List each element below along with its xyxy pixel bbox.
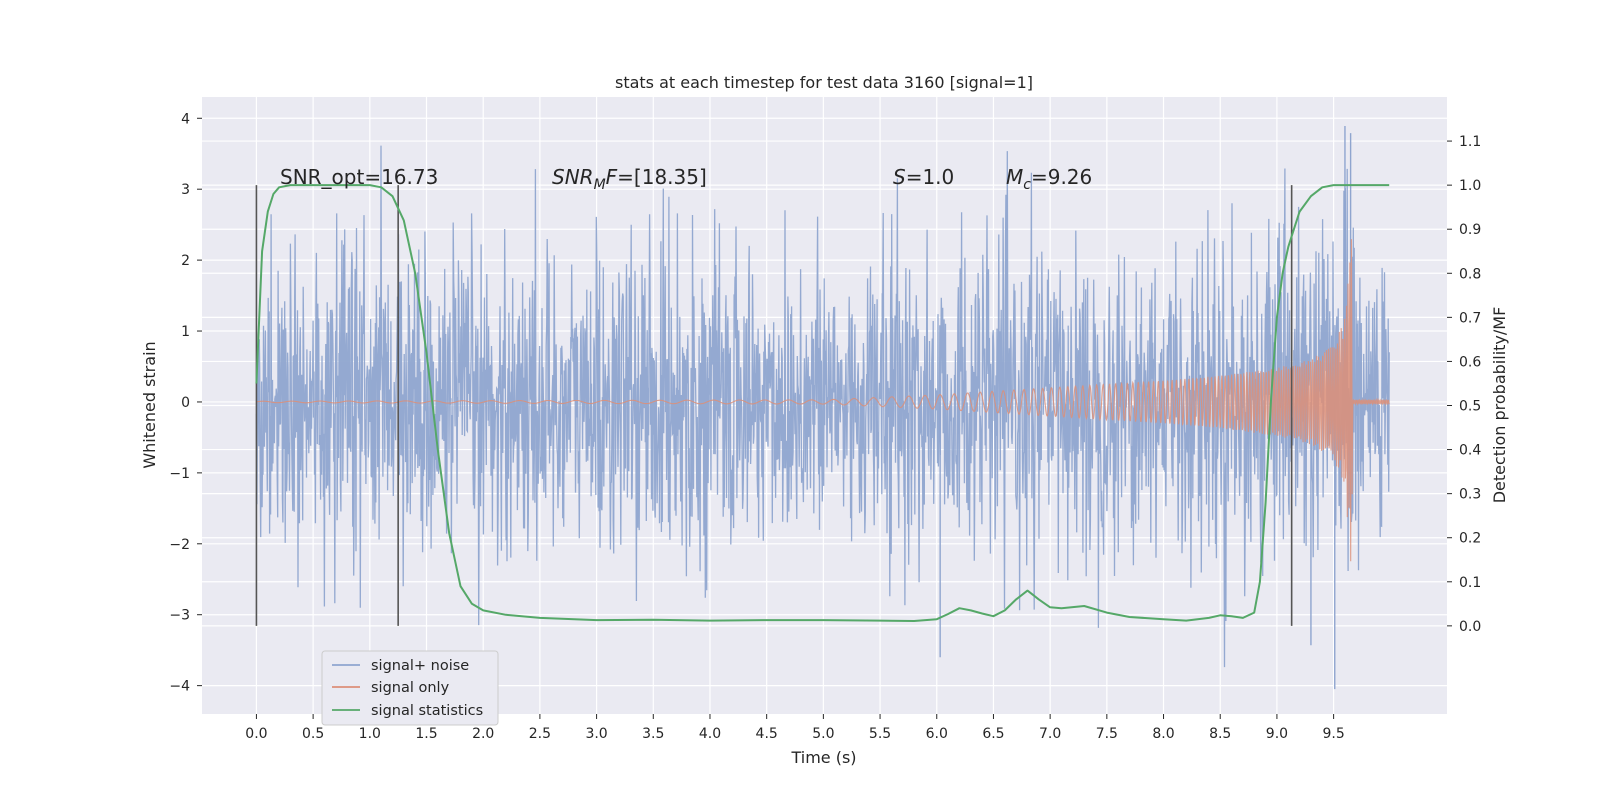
- y2-tick-label-1: 1.0: [1459, 178, 1481, 194]
- annotation-snr-mf-sub: M: [594, 177, 606, 193]
- y2-tick-label-8: 0.3: [1459, 487, 1481, 503]
- x-tick-label-12: 6.0: [926, 726, 948, 742]
- x-tick-label-5: 2.5: [529, 726, 551, 742]
- signal-only-line: [256, 239, 1390, 562]
- x-axis-label: Time (s): [790, 748, 856, 767]
- y-tick-label-8: −4: [169, 679, 190, 695]
- y-tick-label-6: −2: [169, 537, 190, 553]
- annotation-mc-symbol: M: [1006, 165, 1023, 189]
- chart-title: stats at each timestep for test data 316…: [615, 73, 1033, 92]
- x-tick-label-14: 7.0: [1039, 726, 1061, 742]
- x-tick-label-2: 1.0: [359, 726, 381, 742]
- vertical-markers: [255, 185, 1293, 626]
- y-tick-label-1: 3: [181, 182, 190, 198]
- x-tick-label-8: 4.0: [699, 726, 721, 742]
- y-tick-label-2: 2: [181, 253, 190, 269]
- annotation-mc-value: =9.26: [1031, 165, 1092, 189]
- x-tick-label-15: 7.5: [1096, 726, 1118, 742]
- axes: 0.0 0.5 1.0 1.5 2.0 2.5 3.0 3.5 4.0 4.5 5.0 5.5 6.0 6…: [169, 111, 1481, 742]
- x-tick-label-13: 6.5: [982, 726, 1004, 742]
- x-tick-label-3: 1.5: [415, 726, 437, 742]
- y-tick-label-0: 4: [181, 111, 190, 127]
- annotation-snr-mf-symbol: SNR: [552, 165, 594, 189]
- legend-label-signal-noise: signal+ noise: [371, 658, 469, 674]
- annotation-snr-mf-value: =[18.35]: [617, 165, 707, 189]
- y2-tick-label-10: 0.1: [1459, 575, 1481, 591]
- x-tick-label-9: 4.5: [756, 726, 778, 742]
- y-tick-label-7: −3: [169, 608, 190, 624]
- series-signal-only: [256, 239, 1390, 562]
- signal-statistics-line: [255, 184, 1390, 622]
- annotation-mc: Mc=9.26: [1006, 165, 1092, 193]
- legend-label-signal-statistics: signal statistics: [371, 703, 483, 719]
- y2-tick-label-4: 0.7: [1459, 310, 1481, 326]
- y2-tick-label-2: 0.9: [1459, 222, 1481, 238]
- y2-tick-label-3: 0.8: [1459, 266, 1481, 282]
- legend-label-signal-only: signal only: [371, 680, 450, 696]
- x-tick-label-4: 2.0: [472, 726, 494, 742]
- y2-tick-label-11: 0.0: [1459, 619, 1481, 635]
- legend-box: [321, 650, 499, 726]
- y-axis-label: Whitened strain: [140, 341, 159, 468]
- x-tick-label-11: 5.5: [869, 726, 891, 742]
- y2-tick-label-9: 0.2: [1459, 531, 1481, 547]
- annotation-s-symbol: S: [893, 165, 906, 189]
- annotation-snr-mf-f: F: [606, 165, 618, 189]
- series-signal-statistics: [255, 184, 1390, 622]
- x-tick-label-1: 0.5: [302, 726, 324, 742]
- y-tick-label-4: 0: [181, 395, 190, 411]
- annotation-s-value: =1.0: [906, 165, 955, 189]
- annotation-mc-sub: c: [1023, 177, 1031, 193]
- y2-axis-label: Detection probability/MF: [1490, 307, 1509, 504]
- x-tick-label-6: 3.0: [585, 726, 607, 742]
- x-tick-label-17: 8.5: [1209, 726, 1231, 742]
- y2-tick-label-0: 1.1: [1459, 134, 1481, 150]
- x-tick-label-10: 5.0: [812, 726, 834, 742]
- x-tick-label-18: 9.0: [1266, 726, 1288, 742]
- x-tick-label-7: 3.5: [642, 726, 664, 742]
- x-tick-label-16: 8.0: [1152, 726, 1174, 742]
- annotation-s: S=1.0: [893, 165, 954, 189]
- annotation-snr-mf: SNRMF=[18.35]: [552, 165, 707, 193]
- x-tick-label-0: 0.0: [245, 726, 267, 742]
- y2-tick-label-5: 0.6: [1459, 354, 1481, 370]
- y-tick-label-3: 1: [181, 324, 190, 340]
- y2-tick-label-6: 0.5: [1459, 399, 1481, 415]
- legend: signal+ noise signal only signal statist…: [321, 650, 499, 726]
- y2-tick-label-7: 0.4: [1459, 443, 1481, 459]
- y-tick-label-5: −1: [169, 466, 190, 482]
- annotation-snr-opt: SNR_opt=16.73: [280, 165, 438, 189]
- x-tick-label-19: 9.5: [1322, 726, 1344, 742]
